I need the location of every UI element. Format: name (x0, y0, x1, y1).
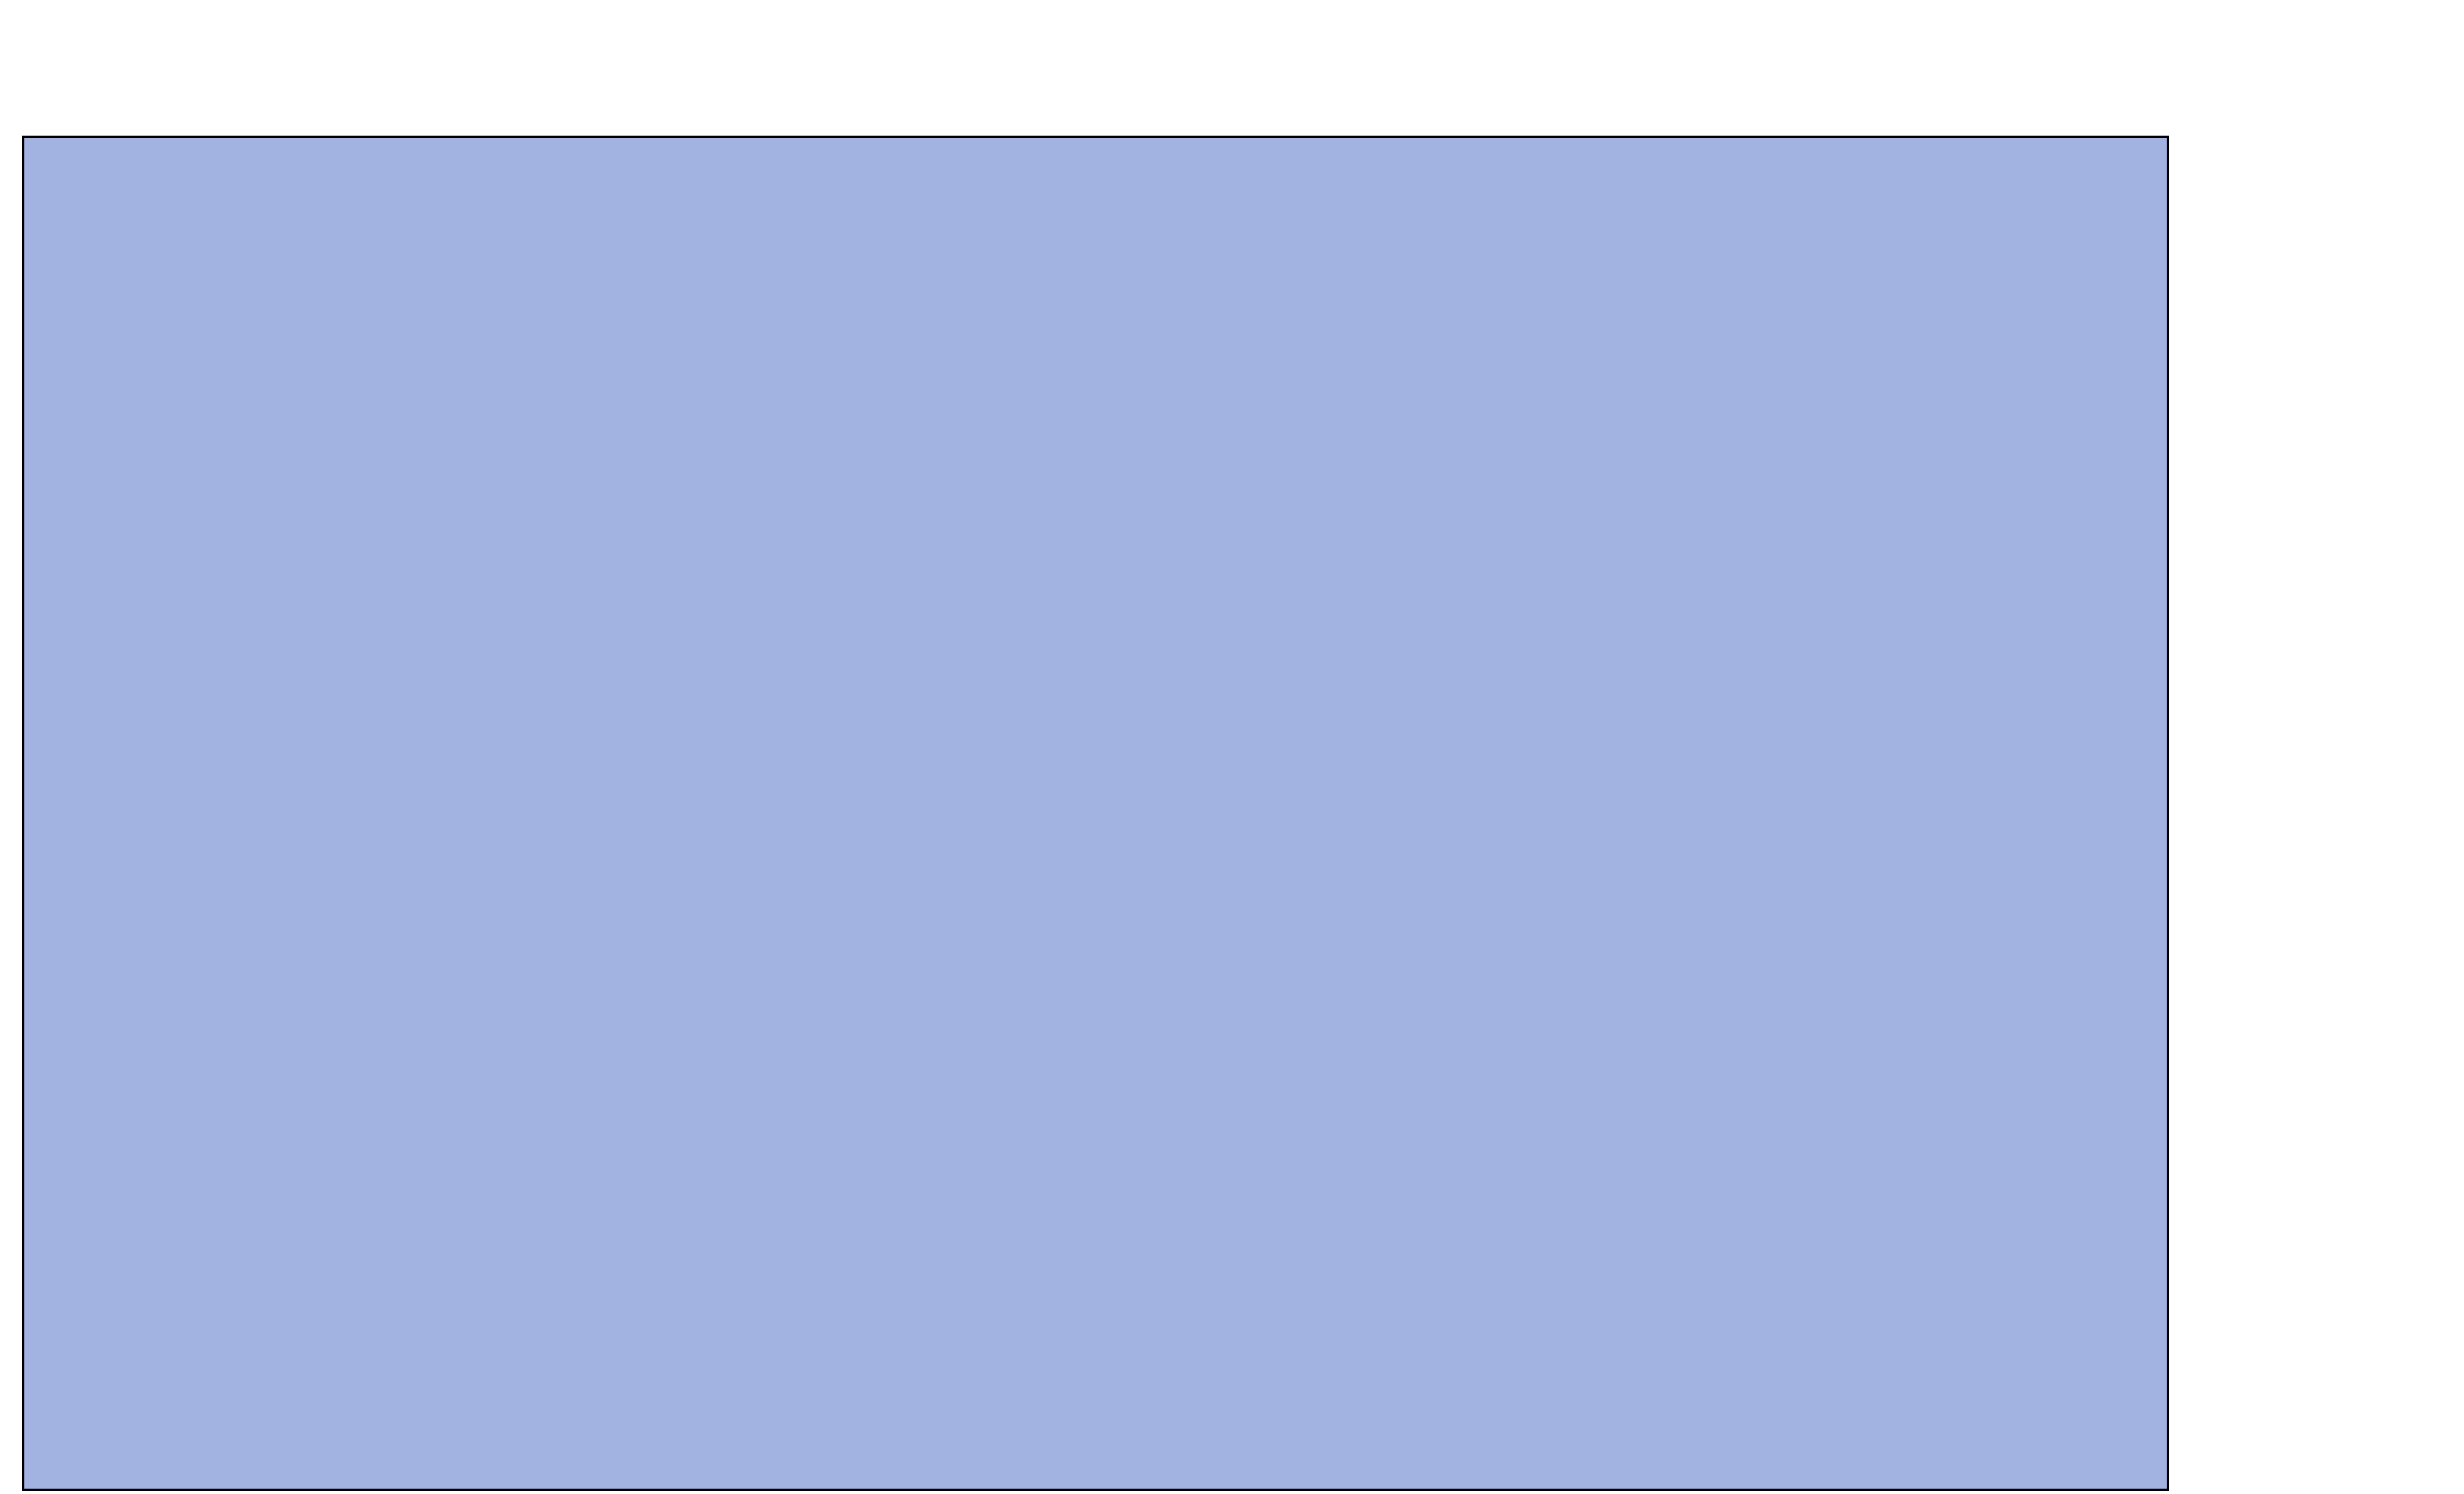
colorbar (2292, 227, 2383, 1410)
us-map (22, 136, 2169, 1491)
